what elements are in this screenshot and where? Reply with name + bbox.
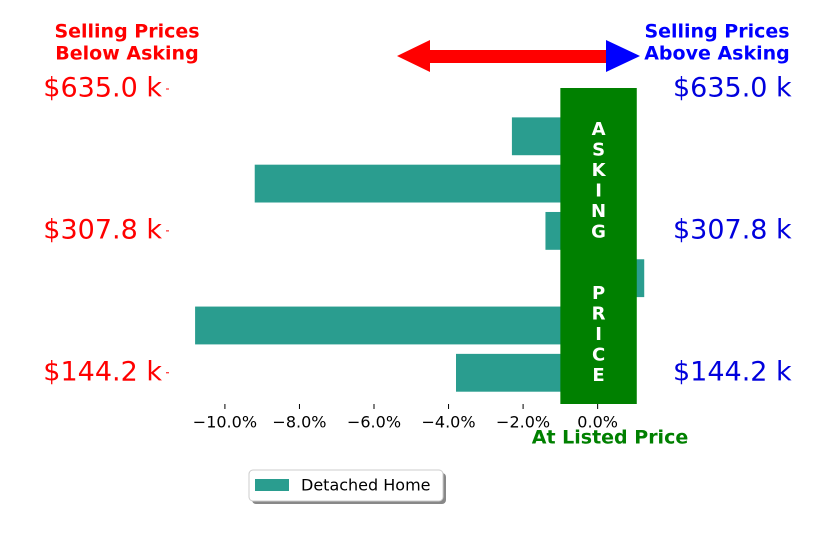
legend-swatch: [255, 479, 289, 491]
y-tick-label: $635.0 k: [43, 73, 162, 104]
y-tick-label: $307.8 k: [43, 214, 162, 245]
x-tick-label: −10.0%: [193, 413, 257, 432]
bar: [195, 306, 598, 345]
y2-tick-label: $307.8 k: [673, 214, 792, 245]
right-note: Above Asking: [644, 43, 790, 65]
y2-tick-label: $635.0 k: [673, 73, 792, 104]
y2-tick-label: $144.2 k: [673, 356, 792, 387]
left-note: Below Asking: [55, 43, 198, 65]
left-note: Selling Prices: [54, 21, 199, 43]
right-note: Selling Prices: [644, 21, 789, 43]
x-tick-label: −4.0%: [422, 413, 476, 432]
x-tick-label: 0.0%: [577, 413, 618, 432]
bar: [254, 164, 598, 203]
legend-box: [248, 469, 444, 502]
x-tick-label: −6.0%: [347, 413, 401, 432]
direction-arrow: [397, 40, 640, 72]
asking-band: [560, 88, 637, 404]
legend-label: Detached Home: [301, 476, 431, 495]
x-tick-label: −8.0%: [272, 413, 326, 432]
x-axis-label: At Listed Price: [532, 427, 688, 449]
x-tick-label: −2.0%: [496, 413, 550, 432]
y-tick-label: $144.2 k: [43, 356, 162, 387]
